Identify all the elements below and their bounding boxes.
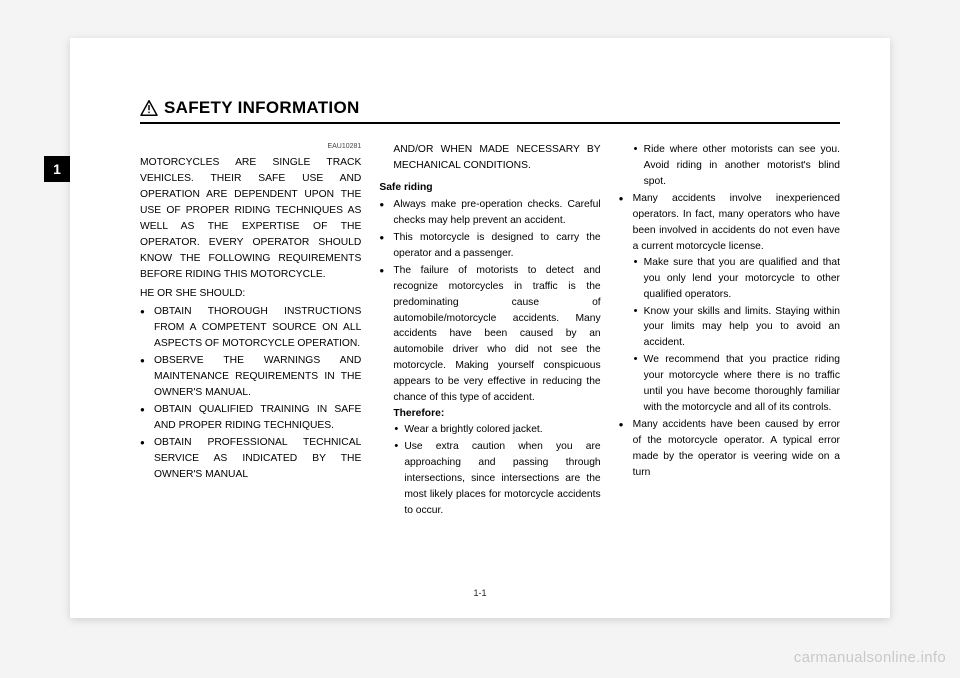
watermark-text: carmanualsonline.info (794, 649, 946, 666)
therefore-label: Therefore: (393, 406, 600, 422)
safe-riding-list-cont: Many accidents involve inexperienced ope… (619, 191, 840, 481)
column-2: AND/OR WHEN MADE NECESSARY BY MECHANICAL… (379, 142, 600, 520)
sublist-item: Know your skills and limits. Staying wit… (633, 304, 840, 352)
manual-page: 1 SAFETY INFORMATION EAU10281 MOTORCYCLE… (70, 38, 890, 618)
carryover-text: AND/OR WHEN MADE NECESSARY BY MECHANICAL… (379, 142, 600, 174)
list-item: OBSERVE THE WARNINGS AND MAINTENANCE REQ… (140, 353, 361, 401)
column-3: Ride where other motorists can see you. … (619, 142, 840, 520)
sublist-item: Wear a brightly colored jacket. (393, 422, 600, 438)
therefore-sublist: Wear a brightly colored jacket. Use extr… (393, 422, 600, 519)
safe-riding-heading: Safe riding (379, 180, 600, 196)
chapter-tab: 1 (44, 156, 70, 182)
sublist-item: We recommend that you practice riding yo… (633, 352, 840, 416)
page-number: 1-1 (70, 588, 890, 598)
list-item-text: Many accidents involve inexperienced ope… (633, 193, 840, 252)
list-item: Many accidents involve inexperienced ope… (619, 191, 840, 416)
safe-riding-list: Always make pre-operation checks. Carefu… (379, 197, 600, 519)
content-columns: EAU10281 MOTORCYCLES ARE SINGLE TRACK VE… (140, 142, 840, 520)
experience-sublist: Make sure that you are qualified and tha… (633, 255, 840, 417)
section-title: SAFETY INFORMATION (164, 98, 360, 118)
warning-triangle-icon (140, 100, 158, 116)
sublist-item: Ride where other motorists can see you. … (633, 142, 840, 190)
column-1: EAU10281 MOTORCYCLES ARE SINGLE TRACK VE… (140, 142, 361, 520)
list-item: Many accidents have been caused by error… (619, 417, 840, 481)
section-header: SAFETY INFORMATION (140, 98, 840, 124)
list-item-text: The failure of motorists to detect and r… (393, 265, 600, 404)
intro-text: MOTORCYCLES ARE SINGLE TRACK VEHICLES. T… (140, 155, 361, 283)
list-item: OBTAIN QUALIFIED TRAINING IN SAFE AND PR… (140, 402, 361, 434)
list-item: The failure of motorists to detect and r… (379, 263, 600, 519)
carryover-sublist: Ride where other motorists can see you. … (619, 142, 840, 190)
list-item: OBTAIN THOROUGH INSTRUCTIONS FROM A COMP… (140, 304, 361, 352)
lead-text: HE OR SHE SHOULD: (140, 286, 361, 302)
list-item: OBTAIN PROFESSIONAL TECHNICAL SERVICE AS… (140, 435, 361, 483)
sublist-item: Make sure that you are qualified and tha… (633, 255, 840, 303)
reference-code: EAU10281 (140, 142, 361, 153)
should-list: OBTAIN THOROUGH INSTRUCTIONS FROM A COMP… (140, 304, 361, 482)
list-item: Always make pre-operation checks. Carefu… (379, 197, 600, 229)
sublist-item: Use extra caution when you are approachi… (393, 439, 600, 519)
list-item: This motorcycle is designed to carry the… (379, 230, 600, 262)
